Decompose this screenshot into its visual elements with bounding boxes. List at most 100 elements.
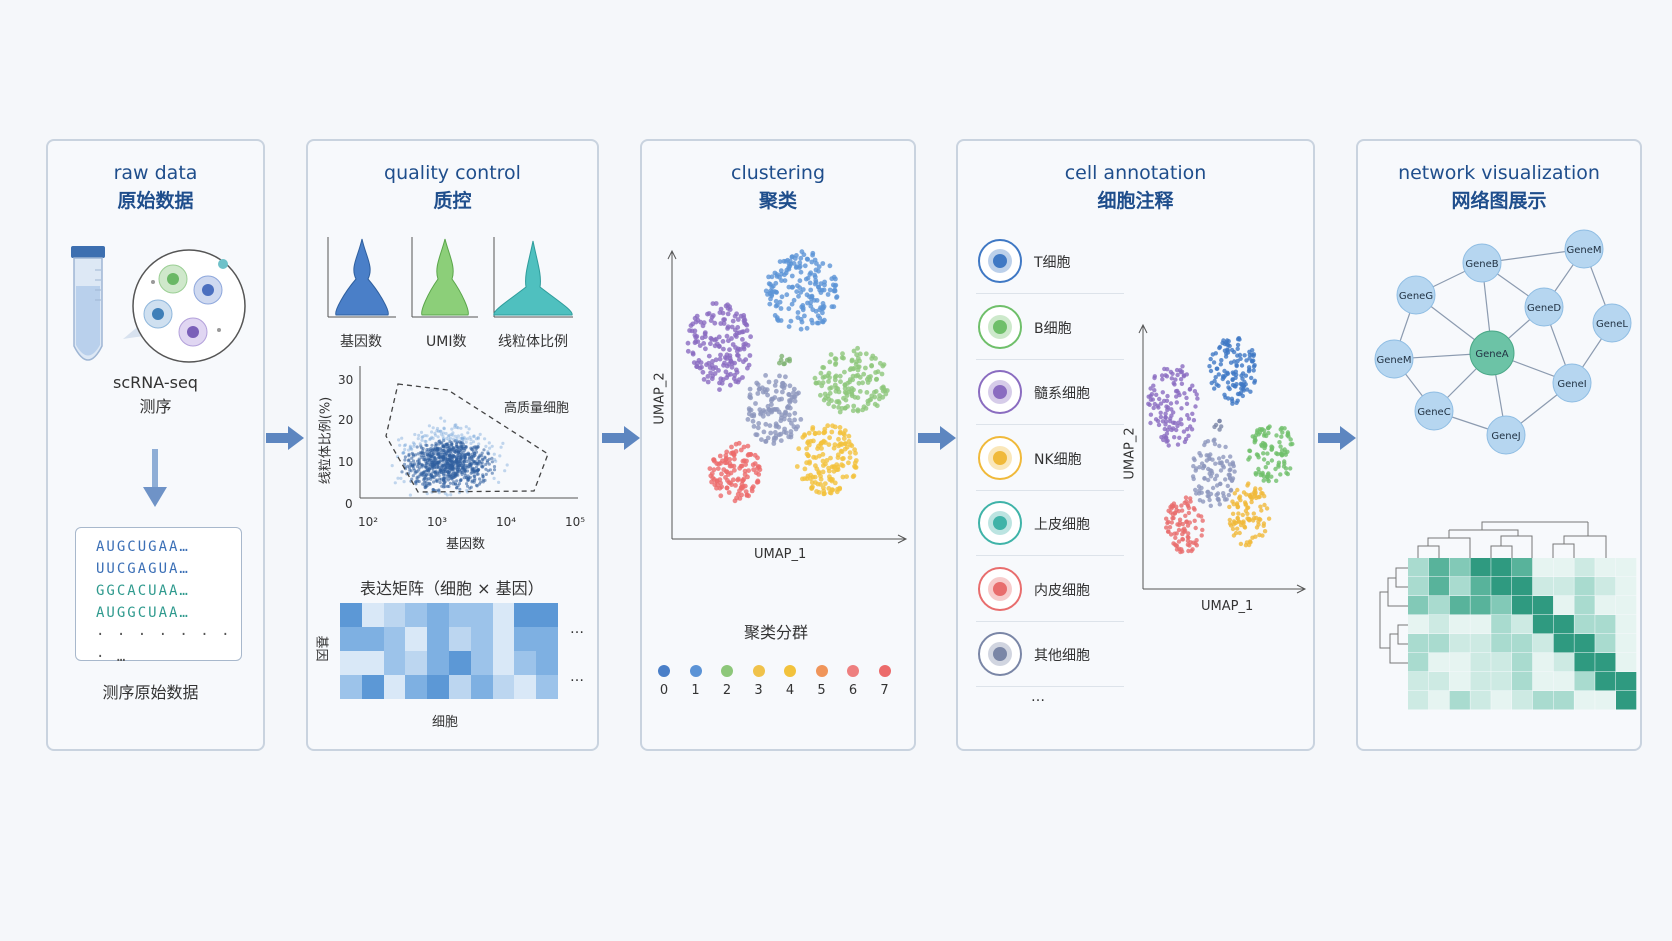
- umap-point: [825, 393, 831, 399]
- umap-point: [700, 323, 706, 329]
- qc-point: [503, 469, 507, 473]
- umap-point: [1222, 497, 1228, 502]
- umap-point: [1245, 387, 1250, 392]
- umap-point: [831, 404, 837, 409]
- umap-point: [1174, 543, 1179, 548]
- umap-point: [1174, 394, 1179, 399]
- umap-point: [1251, 368, 1256, 373]
- umap-point: [718, 376, 724, 382]
- umap-point: [705, 311, 710, 317]
- qc-point: [448, 473, 452, 477]
- qc-point: [488, 446, 492, 450]
- qc-point: [455, 441, 459, 445]
- umap-point: [1251, 518, 1256, 523]
- qc-point: [482, 448, 486, 452]
- umap-point: [1200, 527, 1205, 533]
- umap-point: [832, 288, 838, 294]
- umap-point: [846, 439, 852, 444]
- umap-point: [821, 429, 827, 435]
- umap-point: [852, 463, 857, 469]
- umap-point: [1208, 452, 1213, 457]
- cluster-legend-item: 4: [780, 665, 800, 698]
- umap-point: [1205, 489, 1210, 495]
- qc-point: [490, 471, 494, 475]
- umap-point: [835, 452, 841, 458]
- umap-point: [685, 348, 691, 354]
- qc-point: [469, 446, 473, 450]
- umap-point: [1179, 406, 1184, 411]
- umap-point: [874, 403, 880, 409]
- umap-point: [1164, 525, 1169, 530]
- umap-point: [835, 467, 841, 472]
- qc-point: [424, 465, 428, 469]
- heatmap-cell: [1428, 653, 1450, 672]
- umap-point: [779, 412, 785, 418]
- qc-point: [435, 429, 439, 433]
- umap-point: [724, 363, 730, 369]
- qc-point: [446, 434, 450, 438]
- qc-point: [460, 456, 464, 460]
- heatmap-cell: [1574, 596, 1595, 615]
- qc-point: [427, 424, 431, 428]
- heatmap-cell: [1449, 558, 1470, 577]
- umap-point: [741, 444, 747, 450]
- qc-point: [432, 448, 436, 452]
- cell-icon: [978, 501, 1022, 545]
- umap-point: [745, 342, 751, 348]
- umap-point: [766, 407, 771, 413]
- qc-point: [428, 437, 432, 442]
- qc-point: [465, 482, 469, 486]
- umap-point: [723, 453, 729, 458]
- umap-point: [742, 468, 748, 474]
- umap-point: [1205, 439, 1211, 444]
- umap-point: [1240, 512, 1245, 518]
- umap-point: [772, 313, 778, 318]
- sequence-line: AUGCUGAA…: [96, 539, 190, 555]
- qc-point: [472, 469, 477, 474]
- umap-point: [726, 338, 731, 344]
- cluster-id: 5: [817, 683, 826, 698]
- umap-point: [780, 383, 786, 389]
- qc-point: [427, 457, 431, 461]
- umap-point: [1274, 451, 1279, 456]
- umap-point: [1264, 433, 1269, 439]
- qc-point: [421, 435, 425, 439]
- qc-point: [469, 471, 473, 475]
- umap-point: [1217, 418, 1222, 424]
- umap-point: [1239, 386, 1244, 391]
- matrix-cell: [448, 603, 471, 627]
- umap-point: [1179, 381, 1185, 386]
- umap-point: [1175, 372, 1180, 378]
- qc-point: [455, 479, 459, 483]
- qc-point: [426, 460, 430, 464]
- umap-point: [1173, 535, 1178, 540]
- umap-point: [1163, 435, 1168, 440]
- qc-point: [425, 434, 429, 438]
- umap-point: [755, 391, 761, 396]
- xtick: 10⁵: [565, 515, 586, 529]
- qc-point: [487, 457, 491, 461]
- umap-point: [707, 365, 713, 370]
- umap-point: [826, 401, 831, 407]
- qc-point: [466, 484, 470, 488]
- umap-point: [798, 326, 804, 332]
- umap-point: [774, 423, 780, 428]
- umap-point: [728, 480, 733, 486]
- qc-point: [478, 477, 482, 481]
- qc-point: [413, 432, 417, 437]
- umap-point: [848, 366, 854, 371]
- umap-point: [744, 493, 750, 498]
- qc-point: [419, 454, 423, 458]
- heatmap-cell: [1532, 596, 1554, 615]
- umap-point: [718, 321, 724, 326]
- heatmap-cell: [1595, 653, 1616, 672]
- umap-point: [1255, 428, 1260, 433]
- umap-point: [1259, 442, 1264, 448]
- umap-point: [763, 373, 768, 378]
- umap-point: [807, 272, 813, 277]
- heatmap-cell: [1470, 577, 1491, 596]
- matrix-cell: [470, 675, 493, 699]
- umap-point: [718, 352, 723, 358]
- umap-point: [822, 491, 827, 496]
- heatmap-cell: [1553, 672, 1574, 691]
